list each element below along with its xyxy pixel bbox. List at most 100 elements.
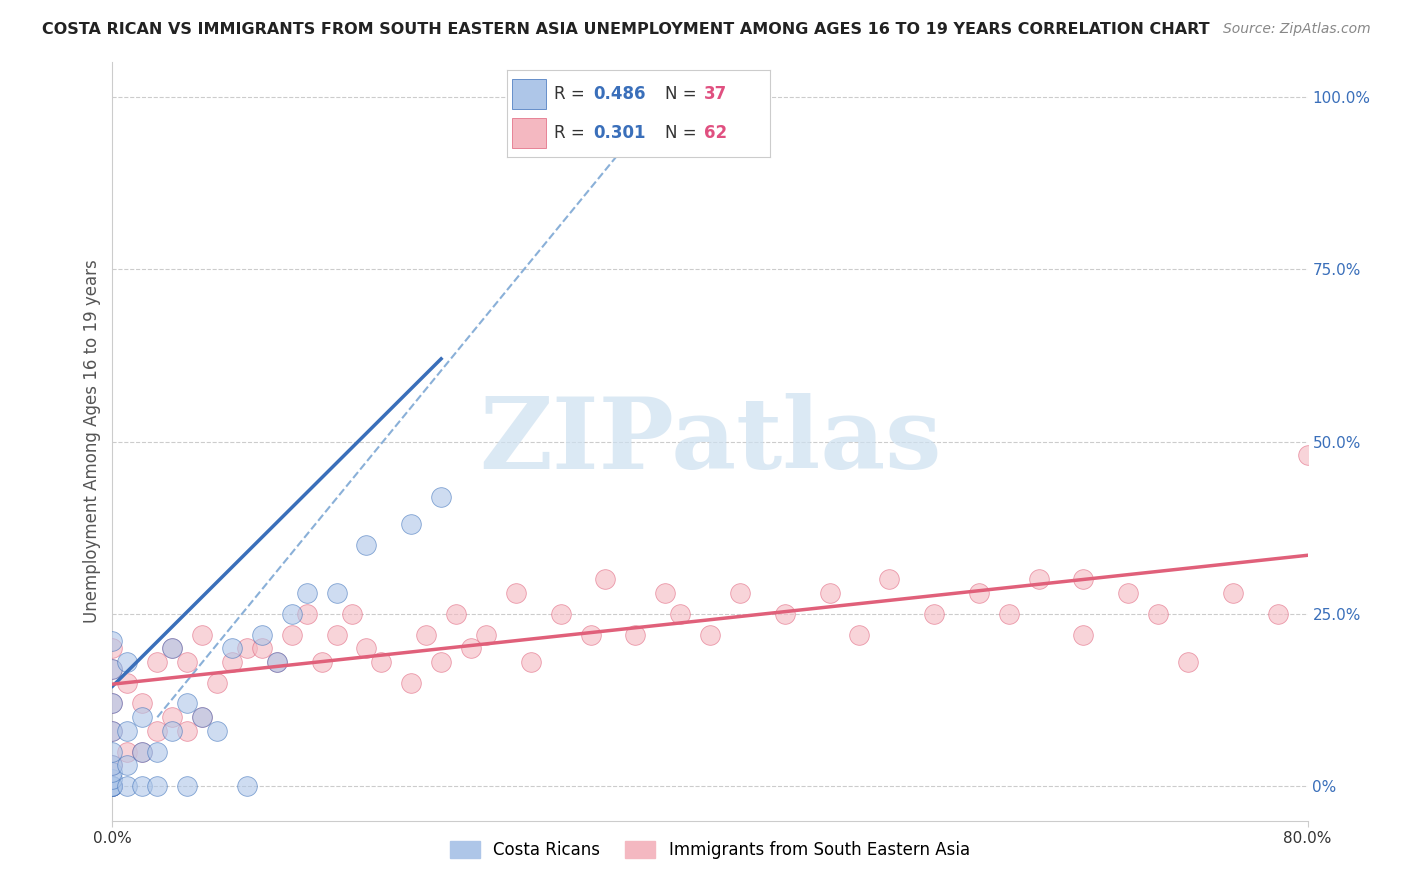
Point [998,607,1021,621]
Point [146,724,169,739]
Point [356,538,378,552]
Point [146,745,169,759]
Point [101,758,124,772]
Point [117,758,139,772]
Point [401,517,423,532]
Point [266,655,288,669]
Point [131,779,153,793]
Point [101,758,124,772]
Point [325,627,347,641]
Point [146,779,169,793]
Point [101,779,124,793]
Point [101,724,124,739]
Y-axis label: Unemployment Among Ages 16 to 19 years: Unemployment Among Ages 16 to 19 years [83,260,101,624]
Point [266,655,288,669]
Point [101,772,124,787]
Point [221,641,243,656]
Point [520,655,543,669]
Point [101,779,124,793]
Point [1147,607,1170,621]
Point [475,627,498,641]
Point [191,627,214,641]
Point [460,641,482,656]
Text: ZIPatlas: ZIPatlas [479,393,941,490]
Point [101,697,124,711]
Point [131,745,153,759]
Point [131,697,153,711]
Point [579,627,602,641]
Point [370,655,392,669]
Point [550,607,572,621]
Point [818,586,841,600]
Point [624,627,647,641]
Point [101,779,124,793]
Point [205,675,228,690]
Point [117,745,139,759]
Point [922,607,945,621]
Point [131,745,153,759]
Point [101,745,124,759]
Point [669,607,692,621]
Point [176,779,198,793]
Point [146,655,169,669]
Point [340,607,363,621]
Point [415,627,437,641]
Point [505,586,527,600]
Point [250,627,273,641]
Point [295,607,318,621]
Point [773,607,796,621]
Point [101,765,124,780]
Point [101,662,124,676]
Point [162,724,183,739]
Point [1073,627,1095,641]
Point [654,586,676,600]
Point [430,655,453,669]
Point [191,710,214,724]
Point [250,641,273,656]
Point [101,724,124,739]
Point [101,641,124,656]
Point [117,724,139,739]
Point [1296,448,1319,462]
Point [848,627,870,641]
Point [117,675,139,690]
Point [131,710,153,724]
Point [444,607,467,621]
Point [295,586,318,600]
Legend: Costa Ricans, Immigrants from South Eastern Asia: Costa Ricans, Immigrants from South East… [443,834,977,865]
Point [101,779,124,793]
Point [162,641,183,656]
Point [101,634,124,648]
Point [117,779,139,793]
Point [879,573,901,587]
Point [728,586,751,600]
Point [1118,586,1140,600]
Point [1028,573,1050,587]
Point [281,607,304,621]
Point [356,641,378,656]
Point [101,662,124,676]
Point [162,641,183,656]
Point [1073,573,1095,587]
Point [101,697,124,711]
Point [967,586,990,600]
Point [191,710,214,724]
Point [176,697,198,711]
Point [699,627,721,641]
Point [281,627,304,641]
Point [325,586,347,600]
Point [176,655,198,669]
Point [401,675,423,690]
Point [236,779,259,793]
Point [595,573,617,587]
Point [1177,655,1199,669]
Point [205,724,228,739]
Point [311,655,333,669]
Point [176,724,198,739]
Point [1222,586,1244,600]
Point [162,710,183,724]
Point [1267,607,1289,621]
Point [430,490,453,504]
Text: Source: ZipAtlas.com: Source: ZipAtlas.com [1223,22,1371,37]
Text: COSTA RICAN VS IMMIGRANTS FROM SOUTH EASTERN ASIA UNEMPLOYMENT AMONG AGES 16 TO : COSTA RICAN VS IMMIGRANTS FROM SOUTH EAS… [42,22,1209,37]
